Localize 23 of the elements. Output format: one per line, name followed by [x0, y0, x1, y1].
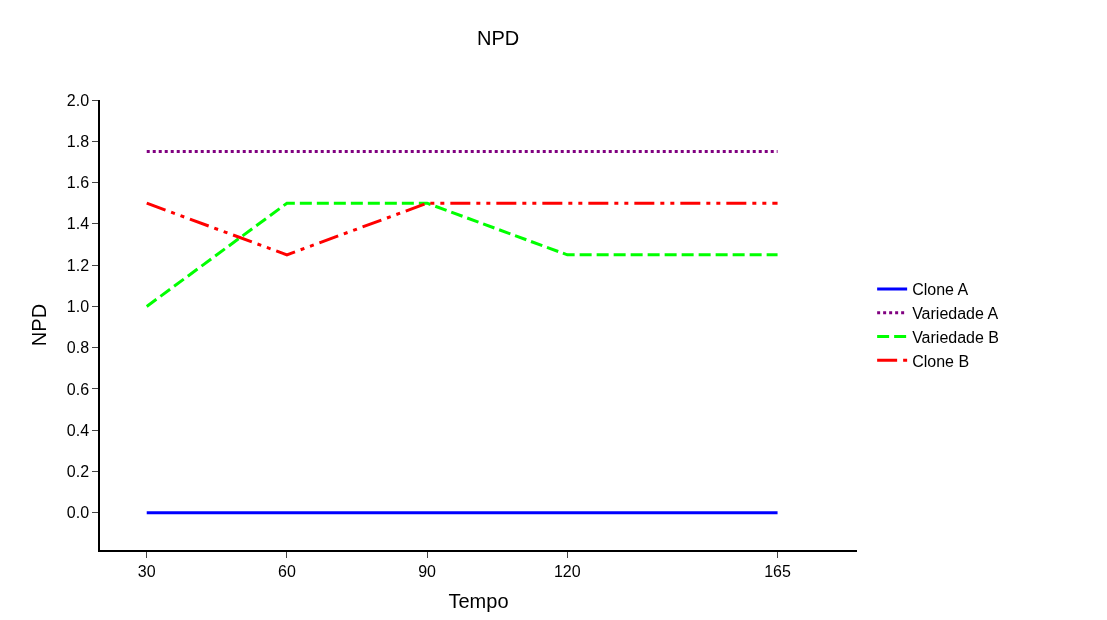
legend-label: Variedade A: [912, 304, 999, 322]
y-tick-label: 1.6: [66, 174, 90, 192]
x-tick-label: 30: [137, 562, 156, 580]
x-axis-title: Tempo: [448, 589, 509, 612]
chart-title: NPD: [477, 27, 520, 49]
y-tick-label: 0.4: [66, 421, 90, 439]
y-tick-label: 2.0: [66, 91, 90, 109]
y-tick-label: 0.8: [66, 339, 90, 357]
legend-label: Clone A: [912, 281, 969, 299]
y-tick-label: 1.0: [66, 298, 90, 316]
x-tick-label: 60: [278, 562, 296, 580]
y-tick-label: 1.2: [66, 256, 90, 274]
legend-label: Variedade B: [912, 328, 1000, 346]
y-axis-title: NPD: [27, 303, 50, 347]
x-tick-label: 90: [418, 562, 437, 580]
y-tick-label: 1.4: [66, 215, 90, 233]
y-tick-label: 0.2: [66, 463, 90, 481]
x-tick-label: 165: [764, 562, 792, 580]
legend-label: Clone B: [912, 352, 970, 370]
y-tick-label: 0.6: [66, 380, 90, 398]
x-tick-label: 120: [553, 562, 581, 580]
y-tick-label: 1.8: [66, 132, 90, 150]
y-tick-label: 0.0: [66, 504, 90, 522]
